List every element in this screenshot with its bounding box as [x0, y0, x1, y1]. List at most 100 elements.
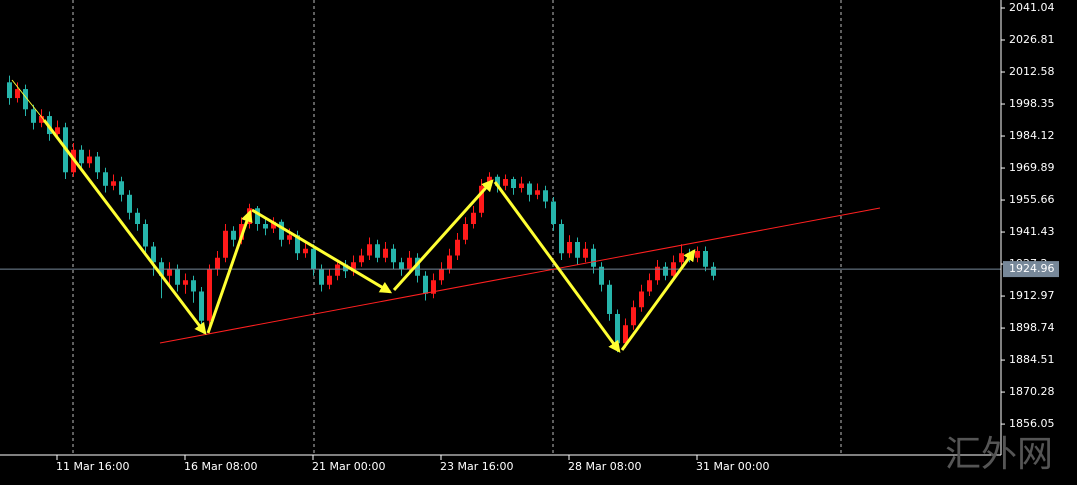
x-tick-label: 21 Mar 00:00 — [312, 460, 385, 473]
candle-body — [543, 190, 548, 202]
candle-body — [167, 268, 172, 276]
y-tick-label: 2012.58 — [1009, 65, 1055, 78]
candle-body — [423, 275, 428, 294]
current-price-box — [1003, 261, 1059, 278]
candle-body — [343, 264, 348, 272]
candle-body — [335, 264, 340, 276]
current-price-label: 1924.96 — [1009, 262, 1055, 275]
candle-body — [511, 179, 516, 189]
y-tick-label: 1969.89 — [1009, 161, 1055, 174]
candle-body — [39, 116, 44, 123]
arrow — [42, 119, 207, 335]
candle-body — [103, 172, 108, 186]
candle-body — [151, 246, 156, 263]
arrow — [392, 179, 494, 292]
candle-body — [7, 82, 12, 99]
candle-body — [143, 224, 148, 247]
candle-body — [655, 266, 660, 281]
candle-body — [583, 248, 588, 258]
axes: 2041.04 2026.81 2012.58 1998.35 1984.12 1969.… — [56, 1, 1059, 473]
x-tick-label: 28 Mar 08:00 — [568, 460, 641, 473]
candle-body — [23, 89, 28, 110]
y-tick-label: 1984.12 — [1009, 129, 1055, 142]
candle-body — [79, 149, 84, 164]
y-tick-label: 1912.97 — [1009, 289, 1055, 302]
candle-body — [663, 266, 668, 276]
y-tick-label: 1941.43 — [1009, 225, 1055, 238]
candle-body — [95, 156, 100, 173]
x-tick-label: 31 Mar 00:00 — [696, 460, 769, 473]
candle-body — [711, 266, 716, 276]
candle-body — [479, 185, 484, 213]
candle-body — [383, 248, 388, 258]
candle-body — [575, 242, 580, 258]
zigzag-line — [11, 79, 45, 121]
candle-body — [535, 190, 540, 195]
vertical-grid — [72, 0, 842, 455]
candle-body — [695, 251, 700, 258]
candle-body — [279, 221, 284, 240]
candle-body — [223, 230, 228, 258]
y-tick-label: 1856.05 — [1009, 417, 1055, 430]
candle-body — [31, 109, 36, 123]
candle-body — [231, 230, 236, 240]
arrow — [251, 208, 393, 294]
candle-body — [183, 280, 188, 285]
candle-body — [503, 179, 508, 186]
candle-body — [87, 156, 92, 164]
y-tick-label: 1884.51 — [1009, 353, 1055, 366]
candle-body — [239, 224, 244, 240]
candle-body — [399, 262, 404, 269]
candle-body — [55, 127, 60, 135]
drawings — [11, 79, 881, 353]
candle-body — [447, 255, 452, 269]
y-tick-label: 2041.04 — [1009, 1, 1055, 14]
candle-body — [351, 262, 356, 272]
candle-body — [439, 268, 444, 281]
candle-body — [287, 235, 292, 240]
candle-body — [303, 248, 308, 254]
trend-line — [159, 207, 881, 344]
candle-body — [463, 224, 468, 240]
candle-body — [551, 201, 556, 225]
candle-body — [207, 268, 212, 321]
candle-body — [431, 280, 436, 294]
candle-body — [327, 275, 332, 285]
candle-body — [311, 248, 316, 269]
candle-body — [135, 212, 140, 225]
candle-body — [263, 224, 268, 229]
x-tick-label: 16 Mar 08:00 — [184, 460, 257, 473]
candle-body — [631, 307, 636, 326]
candle-body — [255, 208, 260, 225]
candle-body — [599, 266, 604, 285]
candle-body — [607, 284, 612, 314]
x-tick-label: 23 Mar 16:00 — [440, 460, 513, 473]
x-tick-label: 11 Mar 16:00 — [56, 460, 129, 473]
arrow — [206, 209, 253, 334]
candle-body — [295, 235, 300, 254]
candle-body — [455, 239, 460, 256]
candle-body — [127, 194, 132, 213]
y-tick-label: 2026.81 — [1009, 33, 1055, 46]
candle-body — [567, 242, 572, 254]
candle-body — [647, 280, 652, 292]
candle-body — [375, 244, 380, 258]
candle-body — [359, 255, 364, 263]
y-tick-label: 1955.66 — [1009, 193, 1055, 206]
candle-body — [679, 253, 684, 263]
candle-body — [111, 181, 116, 186]
candle-body — [519, 183, 524, 189]
watermark: 汇外网 — [945, 434, 1053, 475]
y-tick-label: 1998.35 — [1009, 97, 1055, 110]
arrow — [493, 181, 621, 353]
y-tick-label: 1870.28 — [1009, 385, 1055, 398]
y-tick-label: 1898.74 — [1009, 321, 1055, 334]
candle-body — [175, 268, 180, 285]
candle-body — [415, 257, 420, 276]
candle-body — [199, 291, 204, 321]
candle-body — [319, 268, 324, 285]
candle-body — [215, 257, 220, 269]
candle-body — [367, 244, 372, 256]
